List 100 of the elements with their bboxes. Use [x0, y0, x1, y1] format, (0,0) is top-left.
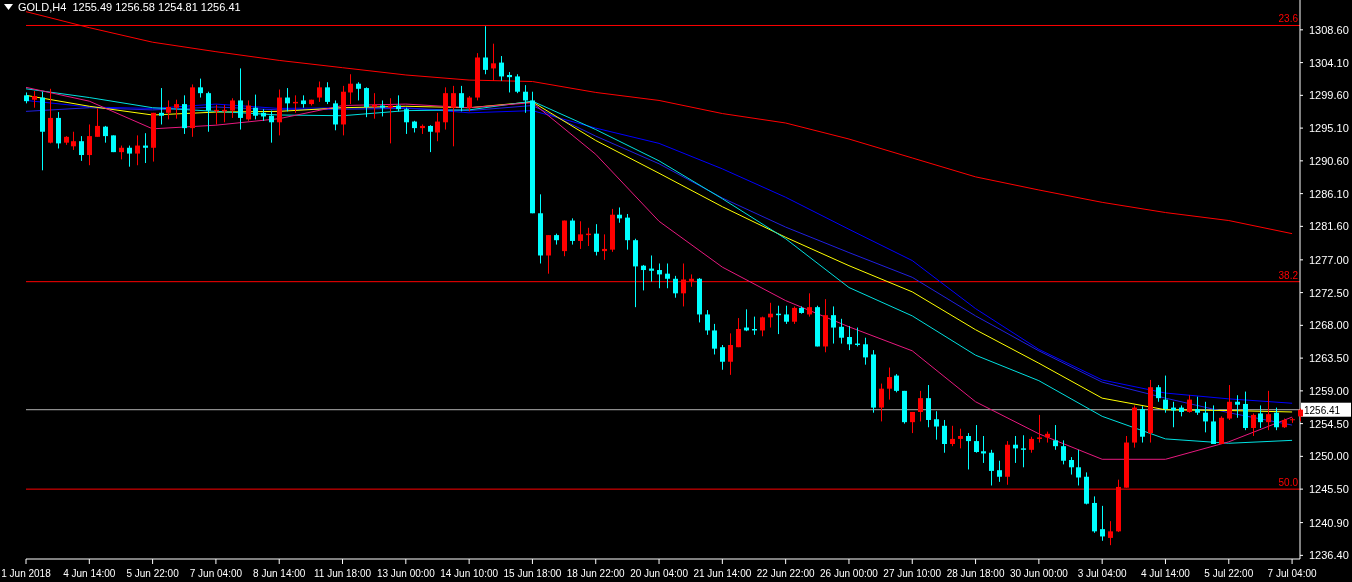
candlestick — [499, 55, 504, 82]
candlestick — [1021, 434, 1026, 468]
candlestick — [1235, 394, 1240, 419]
candlestick — [127, 145, 132, 168]
x-tick-label: 1 Jun 2018 — [1, 568, 52, 579]
candlestick — [578, 220, 583, 250]
y-tick-label: 1263.50 — [1309, 352, 1349, 365]
candlestick — [736, 317, 741, 348]
candlestick — [333, 99, 338, 131]
candlestick — [1061, 439, 1066, 465]
candlestick — [784, 305, 789, 325]
chart-title: GOLD,H4 1255.49 1256.58 1254.81 1256.41 — [18, 1, 241, 13]
x-tick-label: 30 Jun 00:00 — [1009, 568, 1069, 579]
candlestick — [79, 135, 84, 162]
ref-line-label: 1256.41 — [1304, 404, 1341, 416]
candlestick — [705, 309, 710, 336]
y-tick-label: 1304.10 — [1309, 56, 1349, 69]
candlestick — [839, 318, 844, 345]
candlestick — [206, 91, 211, 133]
candlestick — [918, 390, 923, 422]
x-tick-label: 26 Jun 00:00 — [820, 568, 879, 579]
y-tick-label: 1236.40 — [1309, 549, 1349, 562]
candlestick — [95, 107, 100, 138]
candlestick — [807, 292, 812, 318]
y-tick-label: 1286.10 — [1309, 187, 1349, 200]
candlestick — [87, 123, 92, 166]
candlestick — [1195, 396, 1200, 416]
candlestick — [649, 254, 654, 283]
candlestick — [665, 262, 670, 289]
candlestick — [483, 25, 488, 75]
candlestick — [348, 73, 353, 105]
candlestick — [159, 87, 164, 125]
y-tick-label: 1272.50 — [1309, 286, 1349, 299]
x-tick-label: 4 Jul 14:00 — [1141, 568, 1191, 579]
x-tick-label: 8 Jun 14:00 — [253, 568, 306, 579]
candlestick — [657, 262, 662, 289]
candlestick — [1227, 384, 1232, 421]
candlestick — [570, 217, 575, 246]
candlestick — [246, 99, 251, 122]
candlestick — [325, 81, 330, 105]
candlestick — [546, 234, 551, 275]
y-tick-label: 1308.60 — [1309, 23, 1349, 36]
x-tick-label: 18 Jun 22:00 — [566, 568, 626, 579]
candlestick — [230, 97, 235, 119]
candlestick — [831, 305, 836, 345]
x-tick-label: 21 Jun 14:00 — [693, 568, 752, 579]
candlestick — [238, 67, 243, 131]
candlestick — [934, 410, 939, 441]
y-tick-label: 1240.90 — [1309, 516, 1349, 529]
x-tick-label: 11 Jun 18:00 — [313, 568, 372, 579]
candlestick — [1108, 520, 1113, 546]
candlestick — [253, 94, 258, 120]
candlestick — [174, 99, 179, 120]
candlestick — [958, 428, 963, 449]
candlestick — [1211, 404, 1216, 445]
candlestick — [974, 424, 979, 454]
candlestick — [1266, 390, 1271, 431]
x-tick-label: 27 Jun 10:00 — [883, 568, 942, 579]
candlestick — [673, 275, 678, 299]
candlestick — [981, 435, 986, 464]
candlestick — [388, 97, 393, 144]
y-tick-label: 1245.50 — [1309, 483, 1349, 496]
candlestick — [1171, 401, 1176, 428]
candlestick — [404, 107, 409, 135]
y-tick-label: 1295.10 — [1309, 122, 1349, 135]
candlestick — [372, 92, 377, 120]
candlestick — [1258, 404, 1263, 429]
candlestick — [356, 81, 361, 101]
candlestick — [491, 43, 496, 82]
x-tick-label: 14 Jun 10:00 — [440, 568, 499, 579]
candlestick — [1076, 449, 1081, 486]
candlestick — [515, 73, 520, 94]
candlestick — [926, 384, 931, 428]
y-tick-label: 1268.00 — [1309, 319, 1349, 332]
candlestick — [1053, 424, 1058, 451]
candlestick — [879, 383, 884, 422]
x-tick-label: 28 Jun 18:00 — [946, 568, 1005, 579]
candlestick — [997, 460, 1002, 483]
candlestick — [1251, 412, 1256, 437]
candlestick — [1037, 414, 1042, 444]
candlestick — [1100, 505, 1105, 542]
candlestick — [641, 264, 646, 291]
x-tick-label: 5 Jun 22:00 — [126, 568, 180, 579]
annotation: 23.6 — [1278, 13, 1299, 25]
y-tick-label: 1259.00 — [1309, 384, 1349, 397]
candlestick — [625, 213, 630, 251]
candlestick — [143, 132, 148, 164]
y-tick-label: 1290.60 — [1309, 154, 1349, 167]
candlestick — [135, 134, 140, 166]
candlestick — [71, 131, 76, 151]
candlestick — [364, 86, 369, 118]
annotation: 50.0 — [1278, 477, 1299, 489]
x-tick-label: 5 Jul 22:00 — [1204, 568, 1254, 579]
candlestick — [1163, 375, 1168, 414]
candlestick — [523, 84, 528, 114]
y-tick-label: 1281.60 — [1309, 220, 1349, 233]
x-tick-label: 13 Jun 00:00 — [376, 568, 436, 579]
y-tick-label: 1250.00 — [1309, 450, 1349, 463]
x-tick-label: 3 Jul 04:00 — [1077, 568, 1128, 579]
y-tick-label: 1277.00 — [1309, 253, 1349, 266]
